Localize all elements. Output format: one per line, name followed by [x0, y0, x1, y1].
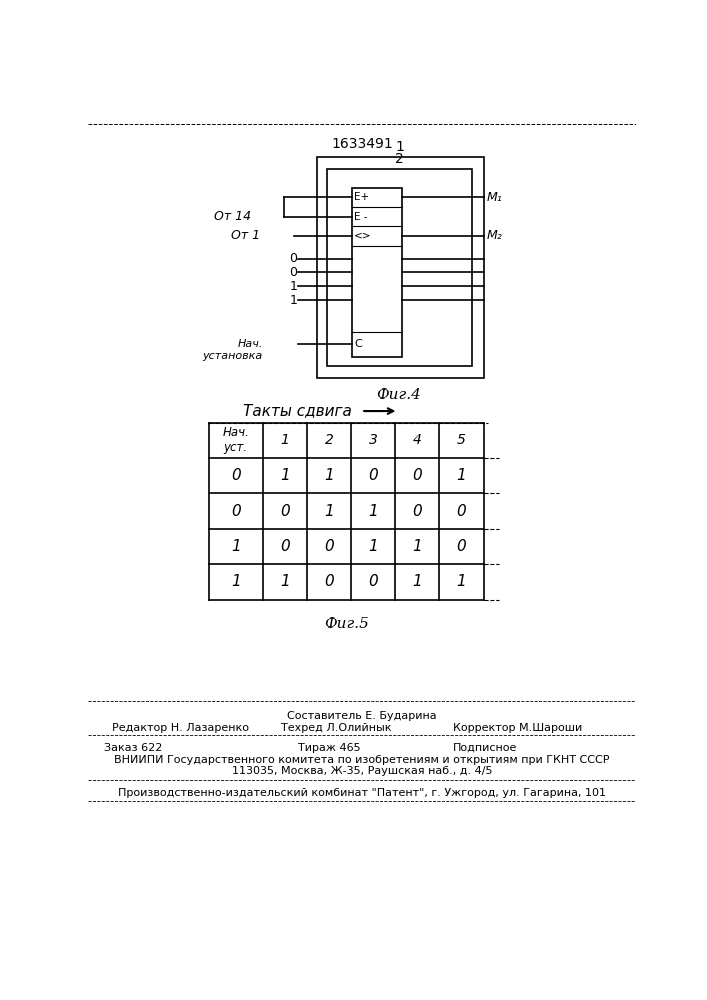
Text: 1: 1	[368, 504, 378, 519]
Text: E+: E+	[354, 192, 369, 202]
Text: 1: 1	[324, 504, 334, 519]
Text: Техред Л.Олийнык: Техред Л.Олийнык	[281, 723, 391, 733]
Text: 5: 5	[457, 433, 466, 447]
Text: 0: 0	[368, 574, 378, 589]
Text: E -: E -	[354, 212, 368, 222]
Text: 1633491: 1633491	[331, 137, 393, 151]
Text: 1: 1	[396, 140, 404, 154]
Text: 1: 1	[280, 468, 290, 483]
Text: Такты сдвига: Такты сдвига	[243, 404, 352, 419]
Text: 0: 0	[412, 504, 422, 519]
Text: ВНИИПИ Государственного комитета по изобретениям и открытиям при ГКНТ СССР: ВНИИПИ Государственного комитета по изоб…	[115, 755, 609, 765]
Text: <>: <>	[354, 231, 372, 241]
Text: Подписное: Подписное	[452, 743, 517, 753]
Text: 1: 1	[412, 574, 422, 589]
Text: 1: 1	[230, 539, 240, 554]
Text: 0: 0	[230, 504, 240, 519]
Text: M₁: M₁	[486, 191, 503, 204]
Text: Редактор Н. Лазаренко: Редактор Н. Лазаренко	[112, 723, 249, 733]
Text: 0: 0	[324, 539, 334, 554]
Text: 1: 1	[457, 574, 467, 589]
Text: Тираж 465: Тираж 465	[298, 743, 361, 753]
Text: 0: 0	[280, 504, 290, 519]
Text: 0: 0	[412, 468, 422, 483]
Text: Нач.
уст.: Нач. уст.	[222, 426, 249, 454]
Text: 0: 0	[457, 539, 467, 554]
Text: Фиг.4: Фиг.4	[376, 388, 421, 402]
Text: C: C	[354, 339, 362, 349]
Bar	[327, 169, 472, 366]
Text: 0: 0	[290, 252, 298, 265]
Text: 1: 1	[290, 294, 298, 307]
Text: 1: 1	[457, 468, 467, 483]
Text: 1: 1	[324, 468, 334, 483]
Text: M₂: M₂	[486, 229, 503, 242]
Text: 0: 0	[457, 504, 467, 519]
Text: 0: 0	[280, 539, 290, 554]
Text: 0: 0	[324, 574, 334, 589]
Text: 1: 1	[412, 539, 422, 554]
Text: 2: 2	[325, 433, 334, 447]
Text: 0: 0	[290, 266, 298, 279]
Text: Нач.
установка: Нач. установка	[202, 339, 263, 361]
Text: 1: 1	[281, 433, 289, 447]
Text: 1: 1	[368, 539, 378, 554]
Bar	[317, 157, 484, 378]
Text: От 1: От 1	[230, 229, 259, 242]
Text: 0: 0	[368, 468, 378, 483]
Text: 1: 1	[280, 574, 290, 589]
Text: Производственно-издательский комбинат "Патент", г. Ужгород, ул. Гагарина, 101: Производственно-издательский комбинат "П…	[118, 788, 606, 798]
Text: Составитель Е. Бударина: Составитель Е. Бударина	[287, 711, 437, 721]
Text: 2: 2	[395, 152, 404, 166]
Bar	[352, 188, 402, 357]
Text: От 14: От 14	[214, 210, 251, 223]
Text: 4: 4	[413, 433, 422, 447]
Text: 1: 1	[230, 574, 240, 589]
Text: 3: 3	[369, 433, 378, 447]
Text: Заказ 622: Заказ 622	[104, 743, 162, 753]
Text: 1: 1	[290, 280, 298, 293]
Text: 113035, Москва, Ж-35, Раушская наб., д. 4/5: 113035, Москва, Ж-35, Раушская наб., д. …	[232, 766, 492, 776]
Text: Фиг.5: Фиг.5	[324, 617, 369, 631]
Text: Корректор М.Шароши: Корректор М.Шароши	[452, 723, 582, 733]
Text: 0: 0	[230, 468, 240, 483]
